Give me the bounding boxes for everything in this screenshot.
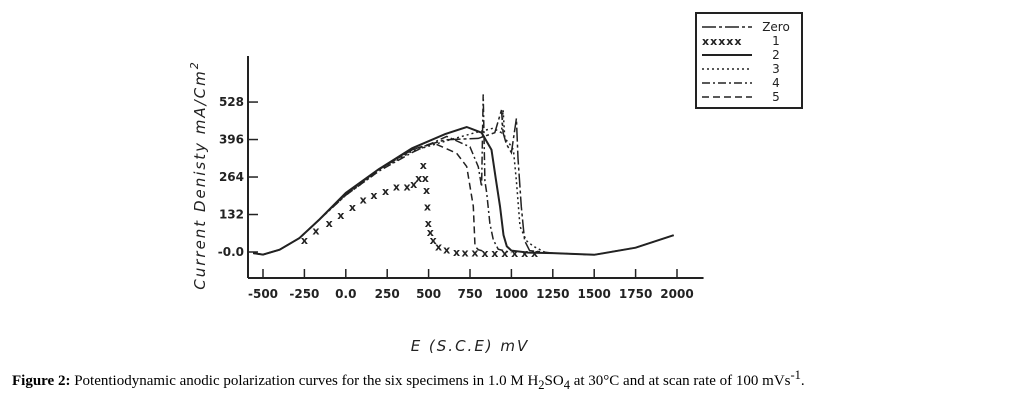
y-tick-label: 528 — [219, 95, 244, 109]
y-tick-label: 264 — [219, 170, 244, 184]
x-tick-label: 1500 — [577, 287, 610, 301]
data-point: x — [422, 172, 429, 185]
x-tick-label: 250 — [375, 287, 400, 301]
x-axis-label: E (S.C.E) mV — [411, 337, 530, 355]
y-axis-label: Current Denisty mA/Cm2 — [188, 60, 209, 290]
data-point: x — [435, 240, 442, 253]
caption-text: . — [800, 373, 805, 389]
data-point: x — [349, 201, 356, 214]
data-point: x — [404, 181, 411, 194]
legend-label: 1 — [772, 34, 780, 48]
caption-sub: 2 — [538, 378, 545, 392]
y-tick-label: 396 — [219, 133, 244, 147]
data-point: x — [312, 225, 319, 238]
data-point: x — [491, 247, 498, 260]
data-point: x — [471, 247, 478, 260]
legend-label: 3 — [772, 62, 780, 76]
legend-box — [695, 12, 803, 109]
caption-sub: 4 — [563, 378, 570, 392]
data-point: x — [443, 244, 450, 257]
data-point: x — [461, 247, 468, 260]
data-point: x — [423, 184, 430, 197]
x-tick-label: 500 — [416, 287, 441, 301]
data-point: x — [425, 217, 432, 230]
data-point: x — [360, 194, 367, 207]
y-tick-label: 132 — [219, 208, 244, 222]
caption-text: at 30°C and at scan rate of 100 mVs — [569, 373, 791, 389]
x-tick-label: 1250 — [536, 287, 569, 301]
caption-label: Figure 2: — [12, 373, 71, 389]
y-axis-label-sup: 2 — [188, 60, 201, 69]
x-tick-label: 0.0 — [335, 287, 356, 301]
data-point: x — [326, 217, 333, 230]
figure-caption: Figure 2: Potentiodynamic anodic polariz… — [12, 368, 1002, 393]
legend-label: 5 — [772, 90, 780, 104]
data-point: x — [453, 246, 460, 259]
axes: -500 -250 0.0 250 500 750 1000 1250 1500 1750 2000… — [218, 56, 704, 301]
series-2 — [252, 125, 675, 256]
data-point: x — [424, 201, 431, 214]
data-point: x — [410, 178, 417, 191]
data-point: x — [393, 180, 400, 193]
data-point: x — [427, 226, 434, 239]
caption-text: SO — [544, 373, 564, 389]
data-point: x — [415, 172, 422, 185]
legend-label: Zero — [762, 20, 790, 34]
data-point: x — [301, 234, 308, 247]
data-point: x — [511, 247, 518, 260]
caption-sup: -1 — [790, 368, 801, 382]
data-point: x — [382, 185, 389, 198]
x-tick-label: 1000 — [495, 287, 528, 301]
legend-label: 2 — [772, 48, 780, 62]
data-point: x — [420, 159, 427, 172]
y-tick-label: -0.0 — [218, 245, 244, 259]
x-tick-label: 1750 — [619, 287, 652, 301]
x-tick-label: -500 — [248, 287, 278, 301]
data-point: x — [501, 247, 508, 260]
legend-label: 4 — [772, 76, 780, 90]
x-tick-label: -250 — [289, 287, 319, 301]
data-point: x — [521, 247, 528, 260]
data-point: x — [481, 247, 488, 260]
series-4 — [252, 94, 512, 256]
series-5 — [252, 142, 487, 256]
data-point: x — [430, 234, 437, 247]
legend-marker-x: xxxxx — [702, 35, 742, 48]
caption-text: Potentiodynamic anodic polarization curv… — [70, 373, 539, 389]
x-tick-label: 2000 — [660, 287, 693, 301]
data-point: x — [337, 209, 344, 222]
data-point: x — [370, 189, 377, 202]
x-tick-label: 750 — [457, 287, 482, 301]
y-axis-label-text: Current Denisty mA/Cm — [191, 69, 209, 290]
